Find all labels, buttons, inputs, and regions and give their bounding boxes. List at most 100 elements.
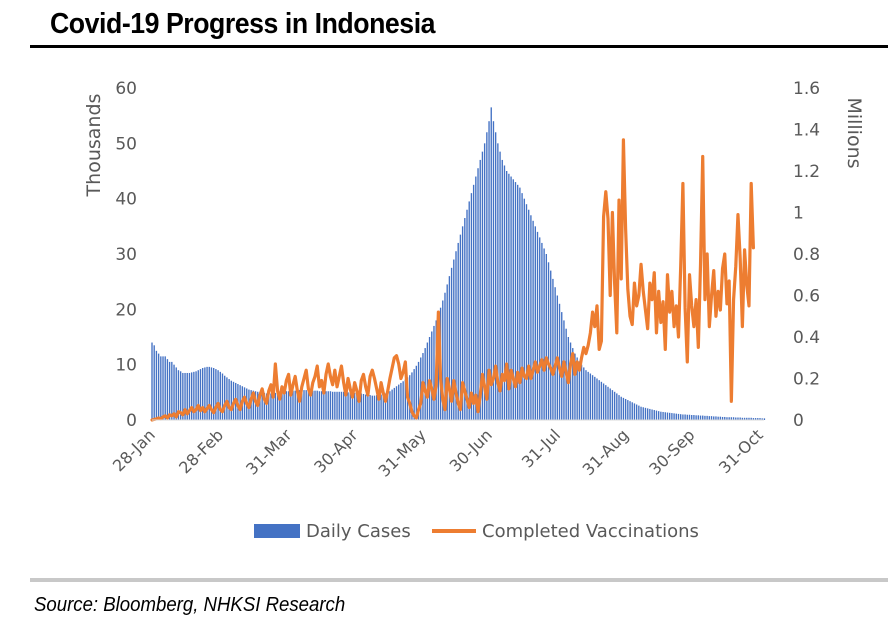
daily-cases-bar bbox=[151, 342, 153, 420]
daily-cases-bar bbox=[585, 370, 587, 420]
daily-cases-bar bbox=[184, 372, 186, 420]
right-axis-tick-label: 1.4 bbox=[793, 121, 820, 141]
daily-cases-bar bbox=[188, 372, 191, 420]
daily-cases-bar bbox=[572, 348, 574, 420]
daily-cases-bar bbox=[613, 391, 616, 420]
daily-cases-bar bbox=[759, 418, 761, 420]
daily-cases-bar bbox=[331, 391, 334, 420]
daily-cases-bar bbox=[160, 356, 162, 420]
daily-cases-bar bbox=[761, 418, 763, 420]
daily-cases-bar bbox=[287, 391, 290, 420]
daily-cases-bar bbox=[182, 372, 184, 420]
daily-cases-bar bbox=[365, 394, 367, 420]
daily-cases-bar bbox=[446, 284, 448, 420]
daily-cases-bar bbox=[710, 416, 713, 420]
daily-cases-bar bbox=[757, 418, 759, 420]
daily-cases-bar bbox=[488, 121, 490, 420]
x-axis-tick-label: 30-Apr bbox=[310, 425, 362, 477]
x-axis-tick-label: 31-May bbox=[375, 425, 430, 480]
daily-cases-bar bbox=[695, 415, 697, 420]
daily-cases-bar bbox=[329, 391, 332, 420]
daily-cases-bar bbox=[662, 411, 664, 420]
x-axis-tick-label: 31-Oct bbox=[715, 425, 767, 477]
daily-cases-bar bbox=[477, 168, 479, 420]
daily-cases-bar bbox=[521, 193, 523, 420]
daily-cases-bar bbox=[532, 220, 534, 420]
daily-cases-bar bbox=[389, 391, 391, 420]
right-axis-tick-label: 0 bbox=[793, 411, 804, 431]
x-axis-tick-label: 31-Aug bbox=[579, 425, 633, 479]
daily-cases-bar bbox=[175, 367, 177, 420]
daily-cases-bar bbox=[503, 165, 506, 420]
daily-cases-bar bbox=[587, 371, 589, 420]
daily-cases-bar bbox=[618, 395, 620, 420]
daily-cases-bar bbox=[347, 392, 349, 420]
daily-cases-bar bbox=[600, 381, 603, 420]
daily-cases-bar bbox=[309, 390, 312, 420]
right-axis-tick-label: 1.2 bbox=[793, 162, 820, 182]
daily-cases-bar bbox=[519, 187, 521, 420]
vaccination-line bbox=[150, 138, 755, 422]
x-axis-tick-label: 30-Jun bbox=[446, 425, 496, 475]
daily-cases-bar bbox=[382, 393, 384, 420]
daily-cases-bar bbox=[594, 376, 596, 420]
daily-cases-bar bbox=[505, 171, 508, 420]
daily-cases-bar bbox=[153, 345, 155, 420]
daily-cases-bar bbox=[312, 390, 314, 420]
daily-cases-bar bbox=[221, 373, 224, 420]
daily-cases-bar bbox=[728, 417, 730, 420]
daily-cases-bar bbox=[243, 387, 246, 420]
daily-cases-bar bbox=[479, 159, 481, 420]
daily-cases-bar bbox=[680, 414, 682, 420]
daily-cases-bar bbox=[508, 173, 510, 420]
daily-cases-bar bbox=[501, 159, 503, 420]
daily-cases-bar bbox=[442, 300, 444, 420]
daily-cases-bar bbox=[226, 377, 228, 420]
daily-cases-bar bbox=[270, 393, 272, 420]
daily-cases-bar bbox=[296, 390, 299, 420]
daily-cases-bar bbox=[298, 390, 301, 420]
daily-cases-bar bbox=[415, 365, 418, 420]
left-axis-tick-label: 10 bbox=[115, 356, 137, 376]
daily-cases-bar bbox=[217, 370, 219, 420]
daily-cases-bar bbox=[455, 251, 457, 420]
daily-cases-bar bbox=[699, 415, 702, 420]
daily-cases-bar bbox=[472, 184, 475, 420]
daily-cases-bar bbox=[539, 237, 541, 420]
daily-cases-bar bbox=[155, 350, 158, 420]
daily-cases-bar bbox=[475, 176, 477, 420]
daily-cases-bar bbox=[206, 366, 208, 420]
daily-cases-bar bbox=[336, 391, 338, 420]
daily-cases-bar bbox=[320, 391, 323, 420]
daily-cases-bar bbox=[239, 385, 241, 420]
daily-cases-bar bbox=[660, 411, 662, 420]
daily-cases-bar bbox=[646, 408, 649, 420]
daily-cases-bar bbox=[686, 414, 688, 420]
daily-cases-bar bbox=[598, 380, 600, 420]
daily-cases-bar bbox=[752, 418, 755, 420]
daily-cases-bar bbox=[737, 417, 739, 420]
daily-cases-bar bbox=[305, 390, 307, 420]
daily-cases-bar bbox=[402, 381, 404, 420]
daily-cases-bar bbox=[644, 407, 647, 420]
daily-cases-bar bbox=[261, 392, 263, 420]
source-note: Source: Bloomberg, NHKSI Research bbox=[34, 594, 346, 616]
daily-cases-bar bbox=[356, 392, 358, 420]
daily-cases-bar bbox=[580, 364, 583, 420]
daily-cases-bar bbox=[338, 391, 340, 420]
daily-cases-bar bbox=[400, 382, 402, 420]
daily-cases-bar bbox=[602, 383, 605, 420]
daily-cases-bar bbox=[362, 393, 365, 420]
daily-cases-bar bbox=[576, 357, 578, 420]
daily-cases-bar bbox=[651, 409, 653, 420]
daily-cases-bar bbox=[552, 278, 554, 420]
daily-cases-bars bbox=[151, 107, 766, 421]
daily-cases-bar bbox=[254, 391, 257, 420]
daily-cases-bar bbox=[380, 394, 382, 420]
left-axis-tick-label: 60 bbox=[115, 79, 137, 99]
daily-cases-bar bbox=[345, 391, 347, 420]
daily-cases-bar bbox=[605, 385, 607, 420]
daily-cases-bar bbox=[638, 405, 640, 420]
daily-cases-bar bbox=[596, 378, 598, 420]
daily-cases-bar bbox=[285, 391, 288, 420]
